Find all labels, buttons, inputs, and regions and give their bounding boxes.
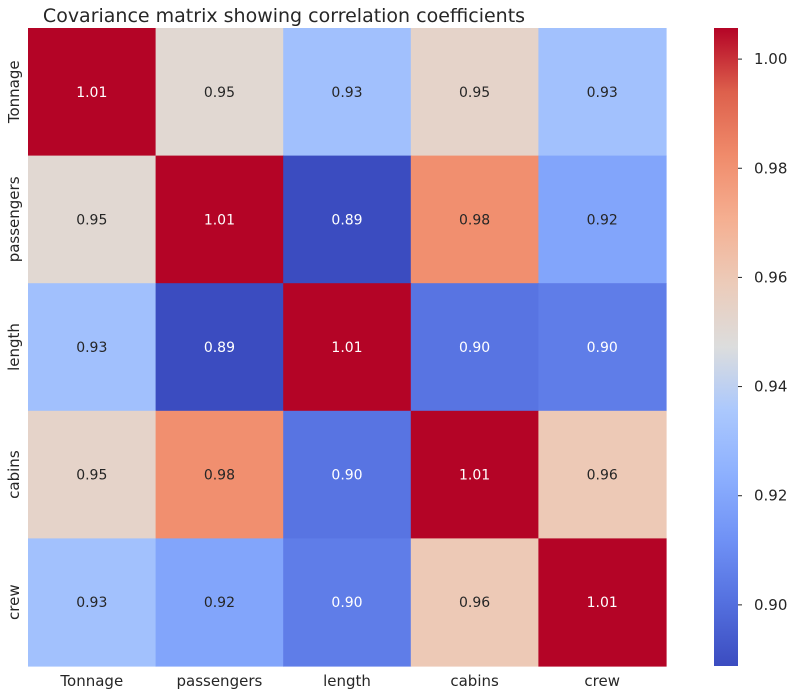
y-tick-label: crew [5, 584, 23, 620]
cell-value-label: 0.95 [76, 212, 107, 228]
heatmap-cell [28, 283, 157, 412]
cell-value-label: 0.93 [76, 595, 107, 611]
cell-value-label: 1.01 [587, 595, 618, 611]
heatmap-cell [155, 283, 284, 412]
colorbar-tick-label: 0.90 [754, 596, 787, 614]
heatmap-cell [410, 155, 539, 284]
cell-value-label: 1.01 [459, 468, 490, 484]
cell-value-label: 0.95 [76, 468, 107, 484]
heatmap-cell [283, 283, 412, 412]
chart-title: Covariance matrix showing correlation co… [43, 5, 525, 27]
heatmap-cells: 1.01 0.95 0.93 0.95 0.93 0.95 1.01 0.89 0.98 0.92… [28, 28, 667, 667]
y-tick-label: length [5, 323, 23, 371]
x-tick-label: passengers [176, 672, 262, 690]
heatmap-cell [283, 155, 412, 284]
cell-value-label: 0.95 [459, 85, 490, 101]
cell-value-label: 0.90 [587, 340, 618, 356]
heatmap-cell [538, 155, 667, 284]
heatmap-cell [410, 410, 539, 539]
heatmap-cell [538, 283, 667, 412]
colorbar-tick-label: 0.92 [754, 487, 787, 505]
heatmap-cell [410, 28, 539, 157]
heatmap-cell [283, 538, 412, 667]
heatmap-cell [28, 28, 157, 157]
cell-value-label: 0.98 [459, 212, 490, 228]
heatmap-cell [538, 410, 667, 539]
y-tick-label: Tonnage [5, 60, 23, 124]
cell-value-label: 0.93 [587, 85, 618, 101]
y-axis-tick-labels: Tonnage passengers length cabins crew [5, 60, 23, 620]
heatmap-cell [28, 410, 157, 539]
heatmap-cell [28, 155, 157, 284]
cell-value-label: 0.90 [331, 595, 362, 611]
x-tick-label: length [323, 672, 371, 690]
heatmap-cell [155, 155, 284, 284]
x-tick-label: Tonnage [59, 672, 123, 690]
cell-value-label: 0.96 [459, 595, 490, 611]
heatmap-cell [410, 283, 539, 412]
colorbar-tick-label: 0.96 [754, 268, 787, 286]
cell-value-label: 0.90 [331, 468, 362, 484]
colorbar-tick-labels: 0.90 0.92 0.94 0.96 0.98 1.00 [738, 50, 787, 614]
colorbar-tick-label: 1.00 [754, 50, 787, 68]
cell-value-label: 0.96 [587, 468, 618, 484]
colorbar-tick-label: 0.94 [754, 378, 787, 396]
y-tick-label: passengers [5, 176, 23, 262]
heatmap-cell [538, 28, 667, 157]
cell-value-label: 1.01 [204, 212, 235, 228]
cell-value-label: 0.92 [204, 595, 235, 611]
x-tick-label: cabins [450, 672, 499, 690]
cell-value-label: 1.01 [331, 340, 362, 356]
colorbar-tick-label: 0.98 [754, 159, 787, 177]
heatmap-cell [410, 538, 539, 667]
cell-value-label: 0.89 [331, 212, 362, 228]
cell-value-label: 0.93 [76, 340, 107, 356]
y-tick-label: cabins [5, 450, 23, 499]
cell-value-label: 0.95 [204, 85, 235, 101]
cell-value-label: 0.90 [459, 340, 490, 356]
colorbar [714, 28, 738, 666]
cell-value-label: 0.89 [204, 340, 235, 356]
heatmap-cell [283, 28, 412, 157]
x-axis-tick-labels: Tonnage passengers length cabins crew [59, 672, 620, 690]
heatmap-cell [155, 538, 284, 667]
heatmap-cell [28, 538, 157, 667]
heatmap-cell [538, 538, 667, 667]
cell-value-label: 1.01 [76, 85, 107, 101]
x-tick-label: crew [584, 672, 620, 690]
cell-value-label: 0.92 [587, 212, 618, 228]
cell-value-label: 0.93 [331, 85, 362, 101]
heatmap-cell [155, 28, 284, 157]
heatmap-cell [283, 410, 412, 539]
heatmap-cell [155, 410, 284, 539]
cell-value-label: 0.98 [204, 468, 235, 484]
